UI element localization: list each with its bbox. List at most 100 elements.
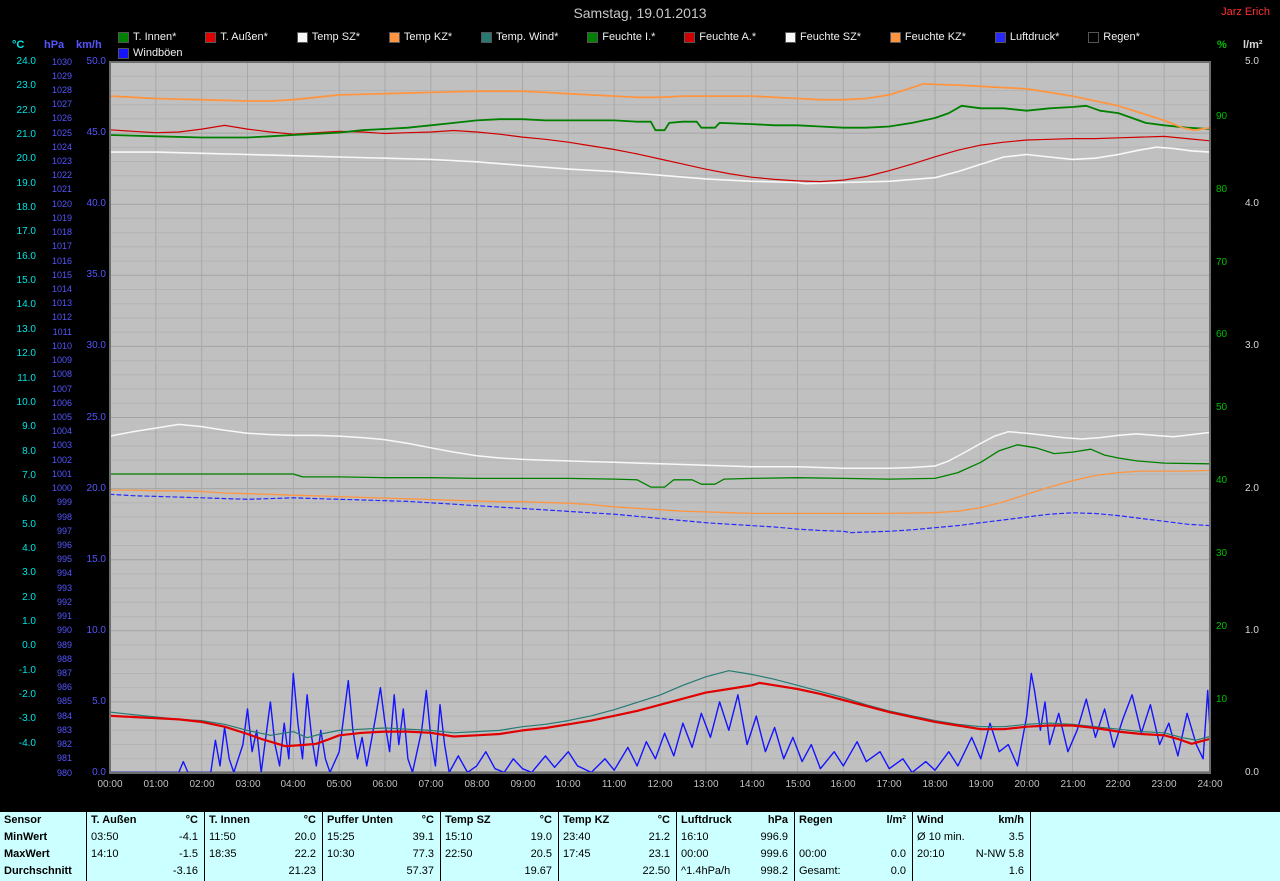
legend-item[interactable]: Temp SZ* (296, 31, 361, 43)
tick-hPa: 1013 (51, 298, 72, 308)
chart-plot-area[interactable] (109, 61, 1211, 774)
tick-time: 14:00 (739, 779, 765, 790)
tick-hPa: 1005 (51, 412, 72, 422)
stats-value-row: ^1.4hPa/h 998.2 (681, 865, 788, 877)
stats-value-row: 10:30 77.3 (327, 848, 434, 860)
tick-hPa: 1023 (51, 156, 72, 166)
tick-time: 16:00 (830, 779, 856, 790)
tick-time: 06:00 (372, 779, 398, 790)
legend-item[interactable]: Feuchte I.* (587, 31, 655, 43)
tick-hPa: 983 (56, 725, 72, 735)
legend-color-swatch-icon (205, 31, 217, 43)
tick-hPa: 1024 (51, 142, 72, 152)
tick-time: 17:00 (876, 779, 902, 790)
stats-value-row: 1.6 (1008, 865, 1024, 877)
legend-item[interactable]: Feuchte KZ* (889, 31, 966, 43)
tick-hPa: 987 (56, 668, 72, 678)
legend-item[interactable]: Feuchte A.* (684, 31, 756, 43)
axis-header-hpa: hPa (44, 39, 65, 51)
tick-degC: 19.0 (16, 178, 36, 189)
stats-value-row: 19.67 (524, 865, 552, 877)
tick-time: 07:00 (418, 779, 444, 790)
legend-color-swatch-icon (388, 31, 400, 43)
tick-degC: 18.0 (16, 202, 36, 213)
tick-pct: 80 (1216, 184, 1228, 195)
tick-hPa: 1009 (51, 355, 72, 365)
legend-item[interactable]: T. Außen* (205, 31, 268, 43)
tick-hPa: 1017 (51, 241, 72, 251)
tick-kmh: 30.0 (86, 340, 106, 351)
stats-row-labels: Sensor MinWert MaxWert Durchschnitt (0, 812, 86, 881)
legend-label: T. Außen* (220, 31, 268, 43)
tick-pct: 90 (1216, 111, 1228, 122)
tick-hPa: 1026 (51, 113, 72, 123)
tick-kmh: 40.0 (86, 198, 106, 209)
stats-value-row: 18:35 22.2 (209, 848, 316, 860)
tick-hPa: 999 (56, 497, 72, 507)
stats-value-row: 00:00 999.6 (681, 848, 788, 860)
tick-degC: 2.0 (22, 592, 36, 603)
tick-time: 09:00 (510, 779, 536, 790)
tick-degC: 24.0 (16, 56, 36, 67)
tick-degC: 21.0 (16, 129, 36, 140)
stats-value-row: 14:10 -1.5 (91, 848, 198, 860)
legend-item[interactable]: Feuchte SZ* (784, 31, 861, 43)
plot-border (110, 62, 1210, 773)
series-luftdruck (110, 493, 1210, 534)
legend-label: Temp. Wind* (496, 31, 559, 43)
series-temp-wind (110, 670, 1210, 741)
legend-item[interactable]: Regen* (1088, 31, 1140, 43)
stats-value-row: 00:00 0.0 (799, 848, 906, 860)
legend-item[interactable]: T. Innen* (118, 31, 176, 43)
tick-degC: 22.0 (16, 105, 36, 116)
tick-degC: 10.0 (16, 397, 36, 408)
series-feuchte-sz (110, 423, 1210, 469)
tick-hPa: 1027 (51, 99, 72, 109)
tick-time: 08:00 (464, 779, 490, 790)
legend-row-2: Windböen (118, 47, 183, 59)
legend-item[interactable]: Windböen (118, 47, 183, 59)
tick-kmh: 50.0 (86, 56, 106, 67)
tick-kmh: 25.0 (86, 412, 106, 423)
tick-kmh: 20.0 (86, 483, 106, 494)
axis-header-degc: °C (12, 39, 25, 51)
tick-hPa: 993 (56, 583, 72, 593)
tick-pct: 40 (1216, 475, 1228, 486)
series-windb-en (110, 672, 1210, 773)
tick-kmh: 0.0 (92, 767, 106, 778)
tick-time: 10:00 (555, 779, 581, 790)
tick-kmh: 15.0 (86, 554, 106, 565)
tick-pct: 70 (1216, 257, 1228, 268)
series-t-au-en (110, 681, 1210, 748)
tick-hPa: 980 (56, 768, 72, 778)
stats-row-label: Sensor (4, 814, 42, 826)
legend-row-1: T. Innen* T. Außen* Temp SZ* Temp KZ* Temp. … (118, 31, 1140, 43)
legend-label: Feuchte A.* (699, 31, 757, 43)
tick-pct: 50 (1216, 402, 1228, 413)
tick-time: 21:00 (1060, 779, 1086, 790)
tick-time: 00:00 (97, 779, 123, 790)
tick-hPa: 990 (56, 625, 72, 635)
tick-hPa: 988 (56, 654, 72, 664)
legend-item[interactable]: Temp. Wind* (481, 31, 558, 43)
tick-hPa: 986 (56, 682, 72, 692)
stats-group-temp-sz: Temp SZ °C 15:10 19.0 22:50 20.5 19.67 (440, 812, 558, 881)
legend-color-swatch-icon (889, 31, 901, 43)
tick-hPa: 989 (56, 640, 72, 650)
stats-row-label: Durchschnitt (4, 865, 72, 877)
legend-item[interactable]: Luftdruck* (994, 31, 1059, 43)
tick-time: 01:00 (143, 779, 169, 790)
legend-item[interactable]: Temp KZ* (388, 31, 452, 43)
legend-label: Regen* (1103, 31, 1140, 43)
tick-degC: 13.0 (16, 324, 36, 335)
tick-hPa: 997 (56, 526, 72, 536)
legend-label: Temp SZ* (311, 31, 361, 43)
tick-hPa: 1030 (51, 57, 72, 67)
legend-color-swatch-icon (1088, 31, 1100, 43)
tick-degC: 6.0 (22, 494, 36, 505)
weather-chart[interactable] (110, 62, 1210, 773)
stats-value-row: 22:50 20.5 (445, 848, 552, 860)
tick-time: 15:00 (785, 779, 811, 790)
axis-header-kmh: km/h (76, 39, 102, 51)
series-temp-kz (110, 82, 1210, 132)
